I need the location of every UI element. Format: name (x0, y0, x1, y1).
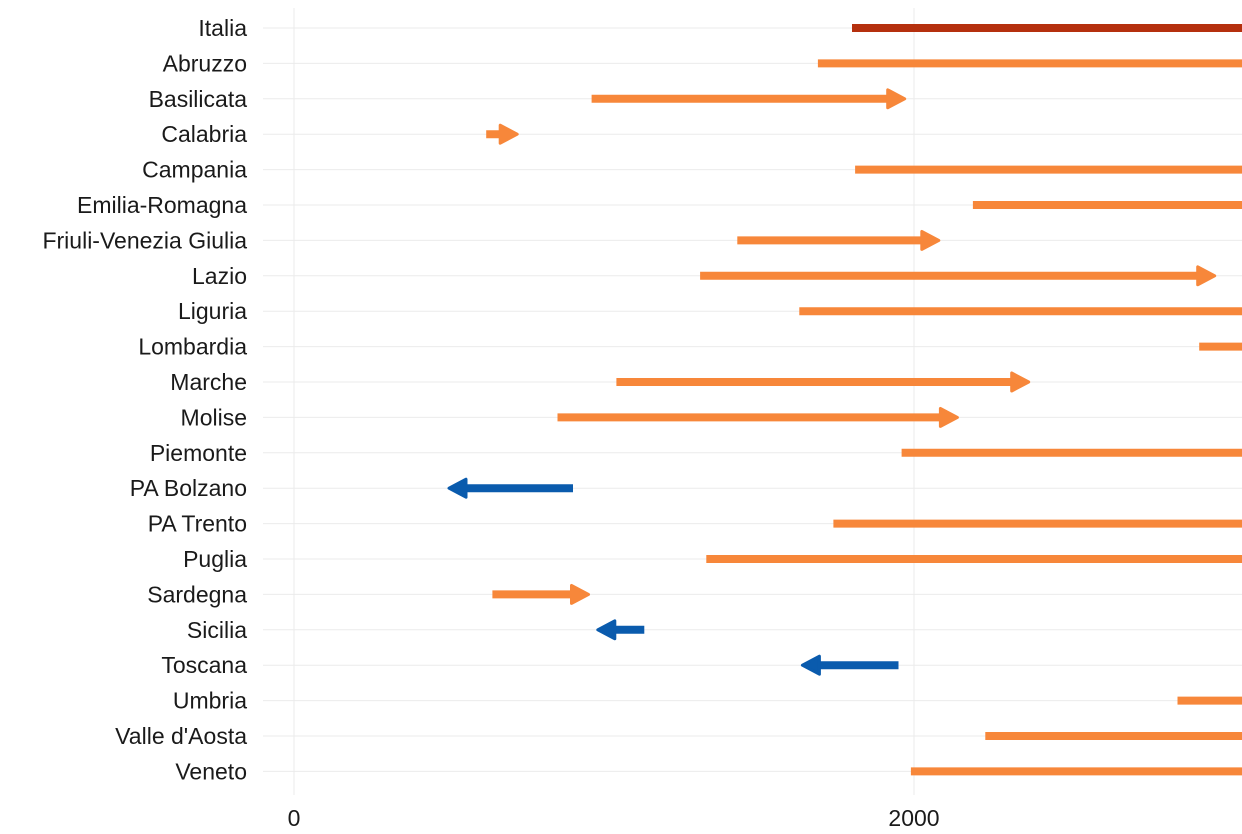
arrow-mark (985, 732, 1242, 740)
category-label: Umbria (173, 688, 247, 714)
arrow-mark (855, 165, 1242, 174)
category-label: Abruzzo (163, 50, 247, 76)
category-label: Veneto (175, 758, 247, 784)
arrow-mark (492, 583, 590, 605)
arrow-head (596, 619, 617, 641)
arrows (447, 24, 1242, 776)
category-label: Basilicata (149, 86, 248, 112)
category-label: Calabria (161, 121, 247, 147)
arrow-head (1196, 265, 1217, 287)
arrow-mark (591, 88, 907, 110)
arrow-mark (1177, 696, 1242, 705)
category-label: Sardegna (147, 581, 247, 607)
arrow-mark (910, 767, 1242, 776)
category-label: Italia (198, 15, 247, 41)
category-label: Friuli-Venezia Giulia (42, 227, 247, 253)
arrow-mark (706, 555, 1242, 563)
arrow-mark (972, 201, 1242, 209)
x-tick-label: 2000 (888, 805, 939, 831)
x-tick-label: 0 (288, 805, 301, 831)
arrow-head (447, 477, 468, 499)
category-label: PA Bolzano (130, 475, 247, 501)
arrow-mark (799, 307, 1242, 316)
category-label: Liguria (178, 298, 247, 324)
category-label: Piemonte (150, 440, 247, 466)
category-label: Toscana (161, 652, 247, 678)
category-label: Sicilia (187, 617, 247, 643)
arrow-head (800, 654, 821, 676)
x-axis-labels: 0200040006000 (288, 805, 940, 831)
grid (263, 8, 1242, 795)
arrow-mark (1199, 342, 1242, 351)
category-label: Lazio (192, 263, 247, 289)
arrow-mark (817, 59, 1242, 68)
arrow-mark (616, 371, 1031, 393)
arrow-head (938, 406, 959, 428)
arrow-mark (852, 24, 1242, 32)
category-label: Campania (142, 157, 247, 183)
arrow-head (498, 123, 519, 145)
arrow-head (570, 583, 590, 605)
arrow-mark (557, 406, 959, 428)
category-label: Molise (181, 404, 247, 430)
arrow-mark (700, 265, 1217, 287)
arrow-mark (486, 123, 519, 145)
arrow-head (1010, 371, 1031, 393)
category-label: Emilia-Romagna (77, 192, 247, 218)
category-label: Marche (170, 369, 247, 395)
arrow-head (886, 88, 907, 110)
category-label: Valle d'Aosta (115, 723, 247, 749)
arrow-mark (833, 519, 1242, 528)
arrow-head (920, 229, 941, 251)
arrow-mark (737, 229, 941, 251)
category-label: Lombardia (138, 334, 247, 360)
category-label: Puglia (183, 546, 247, 572)
y-axis-labels: Italia Abruzzo Basilicata Calabria Campania E… (42, 15, 247, 784)
arrow-mark (447, 477, 573, 499)
arrow-mark (800, 654, 899, 676)
arrow-mark (901, 448, 1242, 457)
arrow-mark (596, 619, 645, 641)
category-label: PA Trento (148, 511, 247, 537)
